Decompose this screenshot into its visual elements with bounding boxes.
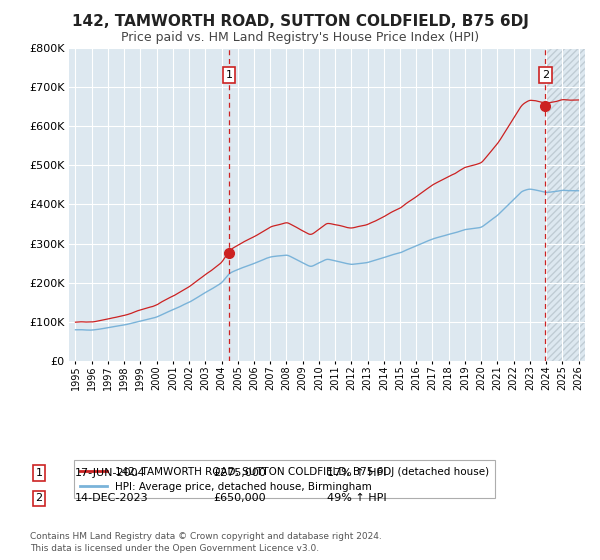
Bar	[546, 48, 585, 361]
Text: 14-DEC-2023: 14-DEC-2023	[75, 493, 149, 503]
Text: 17% ↑ HPI: 17% ↑ HPI	[327, 468, 386, 478]
Legend: 142, TAMWORTH ROAD, SUTTON COLDFIELD, B75 6DJ (detached house), HPI: Average pri: 142, TAMWORTH ROAD, SUTTON COLDFIELD, B7…	[74, 460, 495, 498]
Text: 17-JUN-2004: 17-JUN-2004	[75, 468, 146, 478]
Text: 49% ↑ HPI: 49% ↑ HPI	[327, 493, 386, 503]
Text: 1: 1	[35, 468, 43, 478]
Text: Contains HM Land Registry data © Crown copyright and database right 2024.
This d: Contains HM Land Registry data © Crown c…	[30, 533, 382, 553]
Text: 2: 2	[542, 70, 549, 80]
Text: Price paid vs. HM Land Registry's House Price Index (HPI): Price paid vs. HM Land Registry's House …	[121, 31, 479, 44]
Text: £650,000: £650,000	[213, 493, 266, 503]
Text: 142, TAMWORTH ROAD, SUTTON COLDFIELD, B75 6DJ: 142, TAMWORTH ROAD, SUTTON COLDFIELD, B7…	[71, 14, 529, 29]
Text: 1: 1	[226, 70, 232, 80]
Text: £275,000: £275,000	[213, 468, 266, 478]
Text: 2: 2	[35, 493, 43, 503]
